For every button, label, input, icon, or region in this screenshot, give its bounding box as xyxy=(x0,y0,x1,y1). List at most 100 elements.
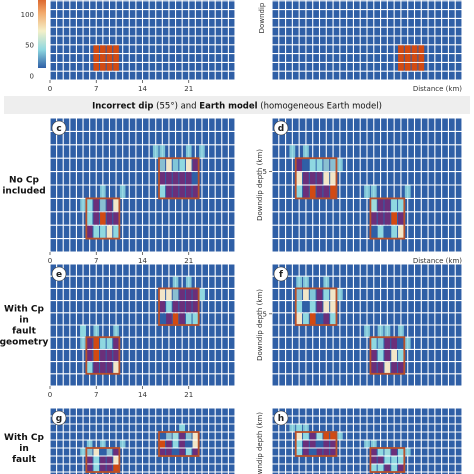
panel-h-slip-cell xyxy=(330,432,336,440)
panel-f-letter-circle xyxy=(273,266,289,282)
panel-g-slip-cell xyxy=(93,464,100,472)
panel-h-slip-cell xyxy=(398,456,404,464)
panel-e-halo-cell xyxy=(80,337,86,349)
panel-d-slip-cell xyxy=(303,172,309,185)
panel-d-slip-cell xyxy=(391,212,398,225)
panel-g-slip-cell xyxy=(172,440,179,448)
panel-f-slip-cell xyxy=(391,349,398,362)
panel-f-slip-cell xyxy=(370,362,377,374)
panel-d-slip-cell xyxy=(370,212,377,225)
panel-e-slip-cell xyxy=(100,362,106,374)
panel-h-slip-cell xyxy=(370,464,377,472)
panel-f-letter: f xyxy=(279,270,283,280)
panel-g-letter: g xyxy=(56,414,62,424)
panel-c-slip-cell xyxy=(166,158,172,172)
panel-f-slip-cell xyxy=(303,301,309,313)
top-right-patch-cell xyxy=(398,45,404,54)
panel-d-slip-cell xyxy=(391,225,398,239)
panel-h-halo-cell xyxy=(370,440,377,448)
top-right-patch-cell xyxy=(418,54,425,62)
panel-g-slip-cell xyxy=(86,456,93,464)
panel-e-letter-circle xyxy=(51,266,67,282)
panel-g-row-label: With Cp xyxy=(4,433,44,443)
panel-g-slip-cell xyxy=(100,456,106,464)
panel-h-ylabel: Downdip depth (km) xyxy=(256,412,264,474)
panel-c-slip-cell xyxy=(179,172,185,185)
panel-f-slip-cell xyxy=(330,301,336,313)
panel-c-slip-cell xyxy=(106,198,113,212)
panel-c-halo-cell xyxy=(80,198,86,212)
panel-h-slip-cell xyxy=(296,440,303,448)
panel-h-slip-cell xyxy=(309,448,316,456)
panel-g-halo-cell xyxy=(80,448,86,456)
top-right-patch-cell xyxy=(404,45,411,54)
panel-e-slip-cell xyxy=(192,288,199,301)
section-title-dip: (55°) and xyxy=(153,102,199,112)
panel-g-halo-cell xyxy=(172,432,179,440)
top-left-grid xyxy=(49,0,236,81)
panel-h-halo-cell xyxy=(316,432,323,440)
panel-d-slip-cell xyxy=(377,198,384,212)
panel-f-slip-cell xyxy=(303,313,309,325)
panel-f-slip-cell xyxy=(303,288,309,301)
panel-h-slip-cell xyxy=(309,432,316,440)
panel-e-slip-cell xyxy=(159,288,166,301)
panel-h-box xyxy=(294,431,338,457)
panel-d-slip-cell xyxy=(323,185,330,198)
section-title-bold2: Earth model xyxy=(199,102,257,112)
panel-d-ytick-label: 5 xyxy=(263,168,267,176)
panel-f-slip-cell xyxy=(323,288,330,301)
top-left-patch-cell xyxy=(113,62,119,71)
panel-h-slip-cell xyxy=(377,464,384,472)
panel-f-slip-cell xyxy=(370,337,377,349)
panel-e-row-label: With Cp xyxy=(4,305,44,315)
panel-c-row-label: No Cp xyxy=(9,176,39,186)
panel-h-halo-cell xyxy=(364,440,370,448)
panel-d-slip-cell xyxy=(296,185,303,198)
panel-g-slip-cell xyxy=(106,464,113,472)
panel-c-slip-cell xyxy=(106,212,113,225)
top-right-grid xyxy=(271,0,463,81)
panel-c-slip-cell xyxy=(179,158,185,172)
panel-c-xtick-label: 0 xyxy=(48,257,52,265)
panel-h-halo-cell xyxy=(303,424,309,432)
panel-e-halo-cell xyxy=(172,288,179,301)
colorbar-tick-label: 50 xyxy=(25,42,34,50)
panel-c-halo-cell xyxy=(119,185,126,198)
panel-f-slip-cell xyxy=(377,349,384,362)
panel-h-slip-cell xyxy=(296,448,303,456)
panel-h-slip-cell xyxy=(316,448,323,456)
panel-e-slip-cell xyxy=(159,301,166,313)
section-title-bold: Incorrect dip xyxy=(92,102,153,112)
panel-d-slip-cell xyxy=(377,212,384,225)
panel-e-halo-cell xyxy=(113,325,119,337)
panel-g-halo-cell xyxy=(86,440,93,448)
panel-g-slip-cell xyxy=(185,448,192,456)
panel-g-slip-cell xyxy=(159,440,166,448)
panel-e-slip-cell xyxy=(86,349,93,362)
panel-h-slip-cell xyxy=(384,456,391,464)
panel-h-halo-cell xyxy=(296,424,303,432)
panel-g-slip-cell xyxy=(93,456,100,464)
panel-d-slip-cell xyxy=(377,225,384,239)
panel-c-slip-cell xyxy=(172,185,179,198)
panel-f-halo-cell xyxy=(296,276,303,288)
panel-g-box xyxy=(158,431,200,457)
panel-d-slip-cell xyxy=(398,212,404,225)
panel-f-box xyxy=(294,287,338,326)
panel-f-ylabel: Downdip depth (km) xyxy=(256,289,264,361)
panel-c-slip-cell xyxy=(185,172,192,185)
colorbar-bar xyxy=(38,0,46,68)
panel-g-row-label: fault xyxy=(12,455,36,465)
panel-g-slip-cell xyxy=(100,448,106,456)
panel-e-halo-cell xyxy=(172,276,179,288)
panel-g-slip-cell xyxy=(179,432,185,440)
panel-h-slip-cell xyxy=(303,440,309,448)
panel-c-slip-cell xyxy=(185,158,192,172)
panel-h-halo-cell xyxy=(336,432,343,440)
top-right-xlabel: Distance (km) xyxy=(413,85,462,93)
section-title-band xyxy=(4,96,470,114)
panel-h-slip-cell xyxy=(391,448,398,456)
panel-d-slip-cell xyxy=(309,172,316,185)
